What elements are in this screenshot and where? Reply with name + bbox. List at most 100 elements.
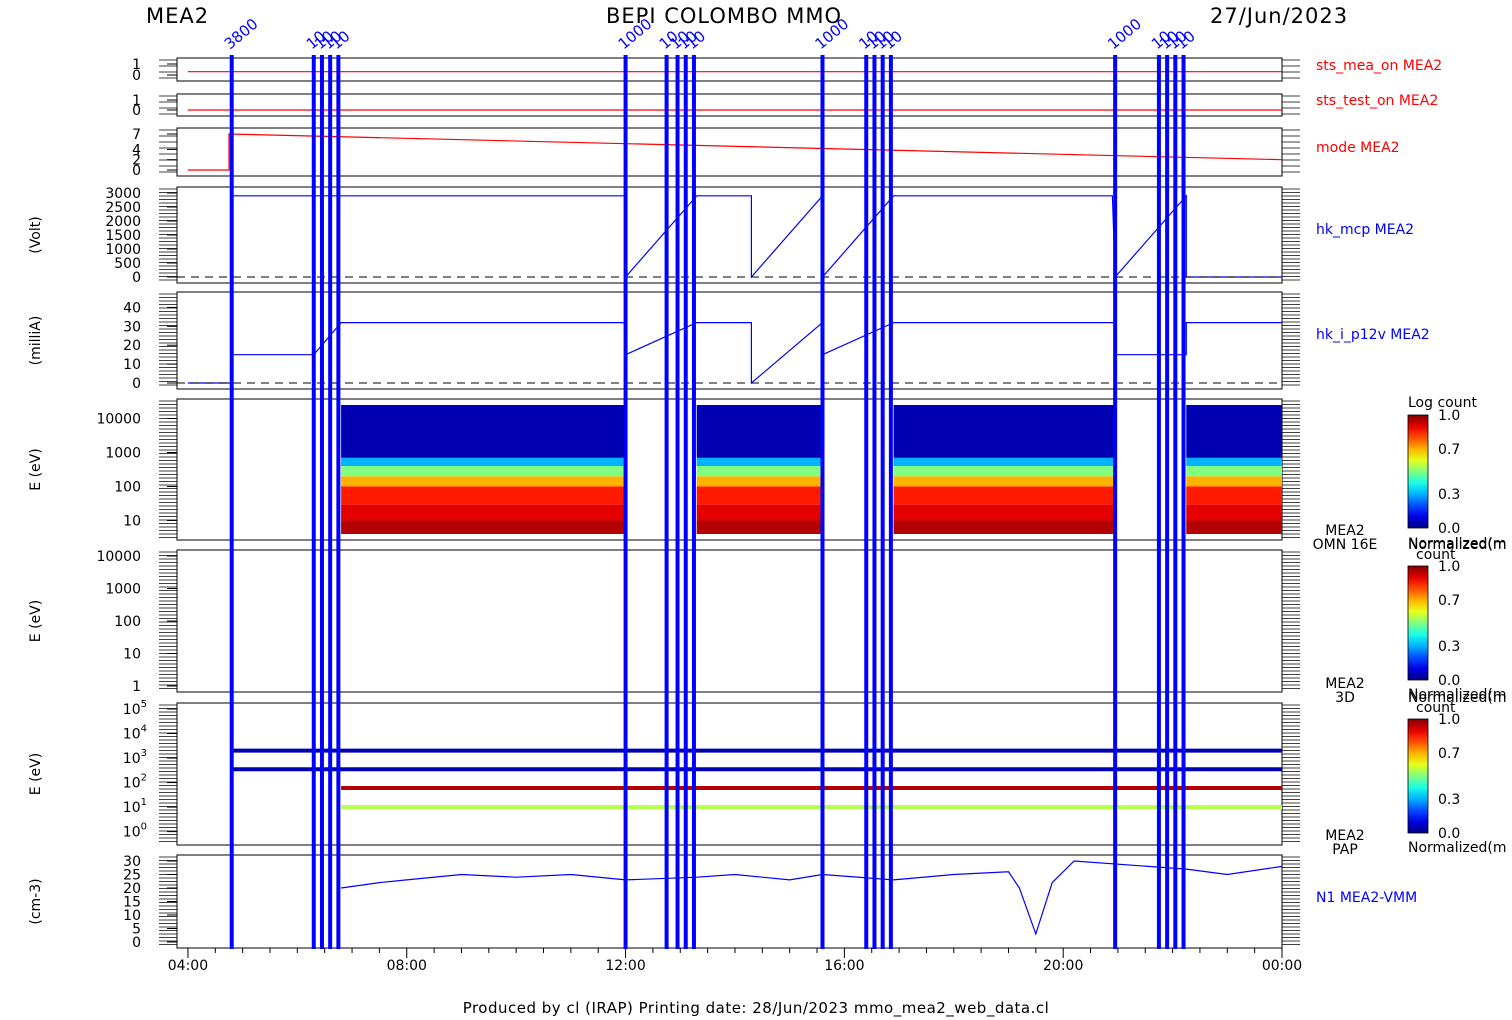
y-tick-label: 1500: [105, 228, 141, 244]
spectrogram-cell: [341, 504, 626, 521]
panel-name-sub: OMN 16E: [1313, 537, 1378, 553]
x-tick-label: 08:00: [387, 958, 427, 974]
colorbar-title: Normalized(m: [1408, 537, 1507, 553]
y-tick-label: 10000: [96, 412, 141, 428]
footer-credits: Produced by cl (IRAP) Printing date: 28/…: [462, 999, 1050, 1017]
y-tick-label: 1: [132, 93, 141, 109]
spectrogram-cell: [1186, 504, 1282, 521]
spectrogram-cell: [1186, 476, 1282, 487]
y-tick-label: 15: [123, 895, 141, 911]
colorbar-title: Log count: [1408, 395, 1477, 411]
gap-marker: [691, 55, 696, 949]
colorbar-tick: 1.0: [1438, 408, 1460, 424]
colorbar: [1407, 718, 1429, 834]
spectrogram-cell: [341, 486, 626, 505]
colorbar-tick: 0.7: [1438, 442, 1460, 458]
spectrogram-cell: [696, 504, 823, 521]
page-title: BEPI COLOMBO MMO: [606, 4, 843, 28]
y-tick-label: 30: [123, 319, 141, 335]
y-tick-label: 1000: [105, 242, 141, 258]
x-tick-label: 20:00: [1043, 958, 1083, 974]
y-tick-label: 30: [123, 854, 141, 870]
gap-marker: [1173, 55, 1178, 949]
y-tick-label: 10: [123, 647, 141, 663]
panel-name: MEA2: [1325, 523, 1364, 539]
y-tick-label: 10: [123, 513, 141, 529]
spectrogram-cell: [893, 520, 1116, 534]
gap-marker-label: 1000: [1104, 15, 1145, 53]
spectrogram-cell: [1186, 466, 1282, 477]
y-tick-label: 20: [123, 338, 141, 354]
gap-marker: [872, 55, 877, 949]
colorbar-subtitle: count: [1416, 547, 1456, 563]
y-tick-label: 40: [123, 300, 141, 316]
panel-frame: [176, 291, 1283, 390]
colorbar-title: Normalized(m: [1408, 690, 1507, 706]
colorbar: [1407, 565, 1429, 681]
panel-0: 01 sts_mea_on MEA2: [132, 57, 1442, 84]
series-line: [187, 133, 1283, 171]
y-tick-label: 4: [132, 142, 141, 158]
instrument-label: MEA2: [146, 4, 210, 28]
gap-marker: [888, 55, 893, 949]
y-tick-label: 20: [123, 881, 141, 897]
date-label: 27/Jun/2023: [1210, 4, 1349, 28]
panel-frame: [176, 57, 1283, 82]
panel-name: sts_test_on MEA2: [1316, 93, 1438, 109]
colorbar-tick: 0.7: [1438, 746, 1460, 762]
y-tick-label: 0: [132, 68, 141, 84]
spectrogram-cell: [893, 486, 1116, 505]
panel-name: MEA2: [1325, 828, 1364, 844]
spectrogram-cell: [341, 466, 626, 477]
gap-marker: [675, 55, 680, 949]
gap-marker: [1181, 55, 1186, 949]
gap-marker: [328, 55, 333, 949]
colorbar-tick: 0.3: [1438, 639, 1460, 655]
gap-marker: [623, 55, 628, 949]
y-tick-label: 105: [123, 699, 147, 718]
gap-marker: [1156, 55, 1161, 949]
y-tick-label: 7: [132, 127, 141, 143]
colorbar-tick: 0.7: [1438, 593, 1460, 609]
y-tick-label: 10: [123, 357, 141, 373]
y-tick-label: 3000: [105, 186, 141, 202]
x-tick-label: 04:00: [168, 958, 208, 974]
panel-name: N1 MEA2-VMM: [1316, 890, 1417, 906]
gap-marker: [864, 55, 869, 949]
gap-marker-label: 3800: [221, 15, 262, 53]
panel-frame: [176, 93, 1283, 117]
x-tick-label: 12:00: [605, 958, 645, 974]
spectrogram-cell: [341, 520, 626, 534]
panel-name: sts_mea_on MEA2: [1316, 58, 1442, 74]
y-tick-label: 0: [132, 376, 141, 392]
y-tick-label: 1000: [105, 582, 141, 598]
gap-marker: [311, 55, 316, 949]
spectrogram-cell: [893, 466, 1116, 477]
panel-name: hk_i_p12v MEA2: [1316, 327, 1430, 343]
x-tick-label: 00:00: [1262, 958, 1302, 974]
spectrogram-cell: [696, 486, 823, 505]
spectrogram-cell: [1186, 405, 1282, 458]
y-tick-label: 10: [123, 908, 141, 924]
panel-1: 01 sts_test_on MEA2: [132, 93, 1438, 119]
y-tick-label: 1: [132, 57, 141, 73]
y-tick-label: 2500: [105, 200, 141, 216]
colorbar-tick: 1.0: [1438, 559, 1460, 575]
spectrogram-cell: [696, 466, 823, 477]
x-tick-label: 16:00: [824, 958, 864, 974]
colorbar: [1407, 414, 1429, 529]
series-line: [187, 321, 1282, 385]
panel-frame: [176, 127, 1283, 177]
colorbar-caption: Normalized(m: [1408, 536, 1507, 552]
panel-name: MEA2: [1325, 676, 1364, 692]
y-tick-label: 103: [123, 748, 147, 767]
gap-marker: [1165, 55, 1170, 949]
spectrogram-cell: [696, 457, 823, 467]
gap-marker: [880, 55, 885, 949]
panel-name-sub: PAP: [1332, 842, 1358, 858]
y-axis-label: (Volt): [28, 216, 44, 253]
colorbar-tick: 0.3: [1438, 792, 1460, 808]
